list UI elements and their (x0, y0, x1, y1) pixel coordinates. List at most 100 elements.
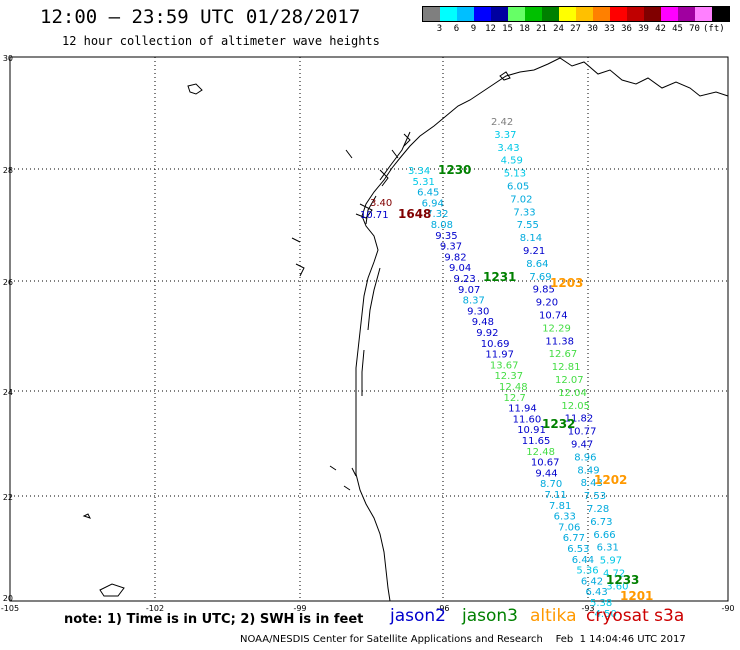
map-subtitle: 12 hour collection of altimeter wave hei… (62, 34, 380, 48)
legend-swatch (695, 7, 712, 21)
bay-details (291, 133, 411, 491)
wave-height-label: 5.31 (413, 177, 435, 188)
wave-height-label: 9.47 (571, 440, 593, 451)
wave-height-label: 12.37 (494, 371, 523, 382)
satellite-name-1: jason3 (462, 606, 518, 626)
legend-swatch (576, 7, 593, 21)
wave-height-label: 5.38 (590, 598, 612, 609)
satellite-name-2: altika (530, 606, 577, 626)
wave-height-label: 7.28 (587, 504, 609, 515)
pass-time-label: 1202 (594, 473, 627, 487)
wave-height-label: 7.53 (584, 491, 606, 502)
legend-label: 3 (436, 24, 443, 34)
legend-label: (ft) (703, 24, 725, 34)
color-legend: 3 6 9 12 15 18 21 24 27 30 33 36 39 42 45 70 (ft) (422, 6, 730, 36)
wave-height-label: 2.42 (491, 117, 513, 128)
legend-label: 9 (470, 24, 477, 34)
legend-label: 33 (604, 24, 615, 34)
legend-label: 42 (655, 24, 666, 34)
lat-tick-label: 28 (3, 166, 13, 175)
map-frame (9, 56, 729, 602)
legend-swatch (423, 7, 440, 21)
wave-height-label: 5.97 (600, 556, 622, 567)
map-title: 12:00 – 23:59 UTC 01/28/2017 (40, 6, 361, 28)
wave-height-label: 6.43 (585, 587, 607, 598)
wave-height-label: 7.11 (545, 490, 567, 501)
wave-height-label: 4.72 (603, 569, 625, 580)
legend-swatch (661, 7, 678, 21)
wave-height-label: 6.77 (563, 533, 585, 544)
wave-height-label: 7.06 (558, 522, 580, 533)
legend-swatch (474, 7, 491, 21)
satellite-name-3: cryosat s3a (586, 606, 685, 626)
legend-swatch (542, 7, 559, 21)
wave-height-label: 10.71 (360, 210, 389, 221)
wave-height-label: 12.81 (552, 362, 581, 373)
wave-height-label: 9.23 (454, 274, 476, 285)
legend-swatch (644, 7, 661, 21)
lon-tick-label: -90 (721, 604, 734, 613)
legend-labels: 3 6 9 12 15 18 21 24 27 30 33 36 39 42 45 70 (ft) (422, 22, 730, 36)
wave-height-label: 3.34 (408, 166, 430, 177)
wave-height-label: 9.92 (476, 328, 498, 339)
lon-tick-label: -96 (436, 604, 449, 613)
wave-height-label: 6.73 (590, 517, 612, 528)
wave-height-label: 9.20 (536, 298, 558, 309)
wave-height-label: 12.07 (555, 375, 584, 386)
wave-height-label: 7.33 (513, 207, 535, 218)
wave-height-label: 3.60 (606, 581, 628, 592)
legend-swatch (491, 7, 508, 21)
pass-time-labels: 1230 1648 1231 1203 1232 1202 1233 1201 (398, 163, 653, 603)
wave-height-label: 8.08 (431, 220, 453, 231)
legend-label: 30 (587, 24, 598, 34)
wave-height-label: 9.37 (440, 242, 462, 253)
wave-height-label: 8.70 (540, 479, 562, 490)
wave-height-label: 13.67 (490, 360, 519, 371)
lat-tick-label: 30 (3, 54, 13, 63)
wave-height-label: 7.69 (529, 272, 551, 283)
legend-swatch (593, 7, 610, 21)
coastline (355, 57, 729, 602)
wave-height-label: 10.74 (539, 311, 568, 322)
legend-label: 24 (553, 24, 564, 34)
legend-label: 21 (536, 24, 547, 34)
pass-time-label: 1201 (620, 589, 653, 603)
legend-label: 6 (453, 24, 460, 34)
wave-height-label: 6.42 (581, 576, 603, 587)
wave-height-label: 3.37 (494, 130, 516, 141)
pass-time-label: 1203 (550, 276, 583, 290)
wave-height-label: 4.50 (595, 609, 617, 620)
wave-height-label: 3.40 (370, 198, 392, 209)
wave-height-label: 6.45 (417, 188, 439, 199)
wave-height-label: 12.29 (542, 323, 571, 334)
wave-height-label: 7.32 (426, 209, 448, 220)
wave-height-label: 12.05 (561, 401, 590, 412)
wave-height-label: 8.14 (520, 233, 542, 244)
wave-height-label: 11.97 (485, 350, 514, 361)
wave-height-label: 9.82 (444, 252, 466, 263)
wave-height-label: 12.48 (499, 382, 528, 393)
wave-height-label: 6.44 (572, 555, 594, 566)
wave-height-label: 10.77 (568, 427, 597, 438)
wave-height-label: 5.36 (576, 566, 598, 577)
legend-label: 12 (485, 24, 496, 34)
lat-tick-label: 20 (3, 594, 13, 603)
pass-time-label: 1230 (438, 163, 471, 177)
graticule (10, 57, 728, 601)
wave-height-label: 8.96 (574, 452, 596, 463)
lat-tick-label: 26 (3, 278, 13, 287)
wave-height-label: 3.43 (497, 143, 519, 154)
legend-swatch (610, 7, 627, 21)
legend-swatches (422, 6, 730, 22)
lon-tick-label: -93 (581, 604, 594, 613)
wave-height-label: 9.48 (472, 317, 494, 328)
legend-swatch (508, 7, 525, 21)
wave-height-label: 10.67 (531, 458, 560, 469)
legend-label: 39 (638, 24, 649, 34)
legend-swatch (440, 7, 457, 21)
legend-swatch (712, 7, 729, 21)
legend-swatch (559, 7, 576, 21)
footer-note: note: 1) Time is in UTC; 2) SWH is in fe… (64, 612, 364, 627)
wave-height-label: 9.30 (467, 306, 489, 317)
